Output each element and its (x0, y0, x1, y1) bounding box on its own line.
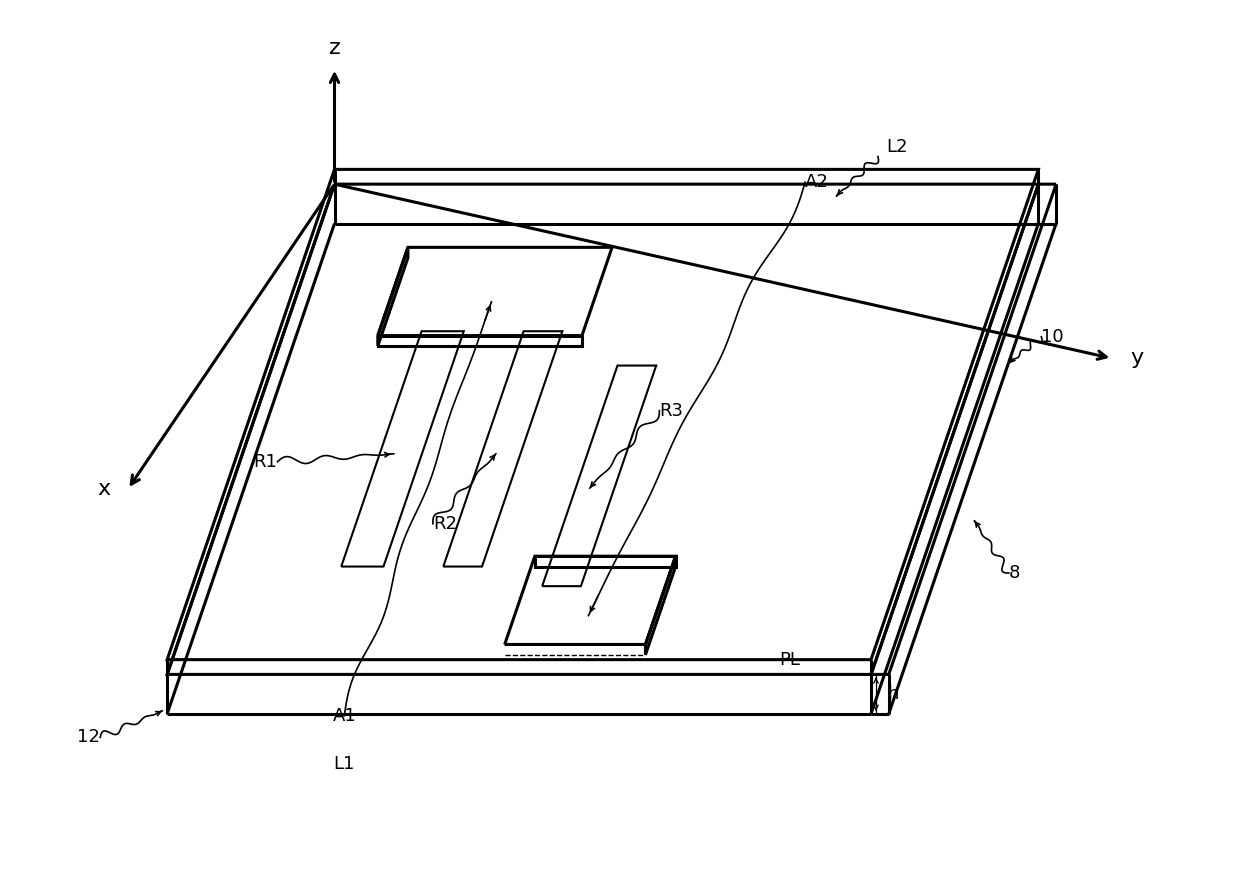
Text: L1: L1 (334, 755, 355, 773)
Text: L2: L2 (885, 138, 908, 156)
Text: PL: PL (779, 652, 800, 670)
Text: 10: 10 (1042, 328, 1064, 346)
Text: A2: A2 (805, 173, 830, 191)
Text: R1: R1 (253, 452, 278, 471)
Text: y: y (1130, 349, 1143, 368)
Text: x: x (97, 479, 110, 500)
Text: h: h (888, 685, 899, 703)
Text: z: z (329, 38, 341, 58)
Text: R2: R2 (433, 515, 458, 533)
Text: R3: R3 (660, 401, 683, 419)
Text: A1: A1 (332, 707, 356, 725)
Text: 8: 8 (1009, 564, 1021, 582)
Text: 12: 12 (77, 729, 100, 746)
